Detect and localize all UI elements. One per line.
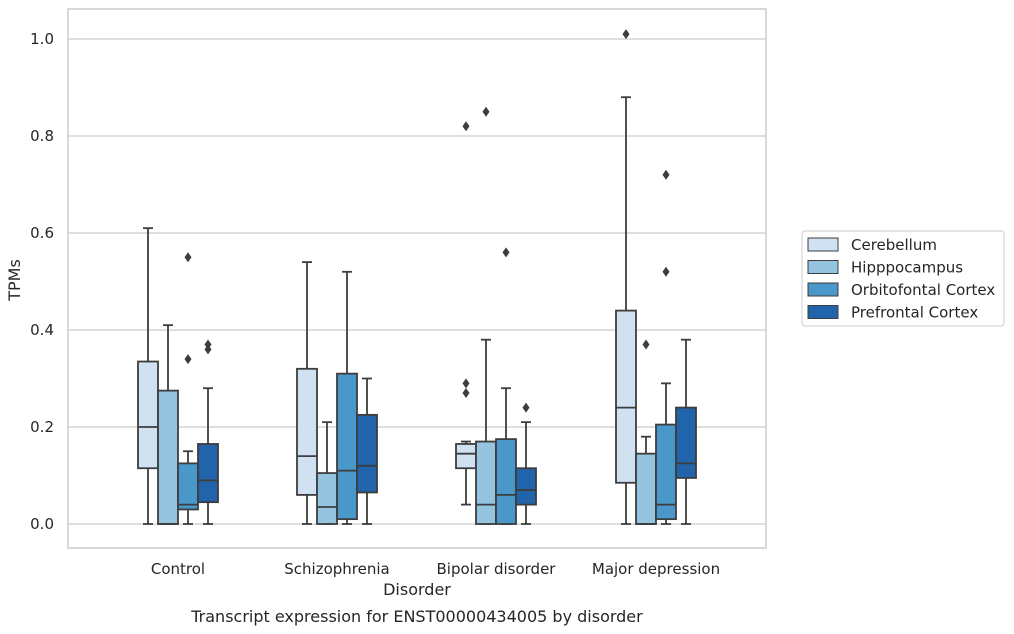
outlier-marker	[462, 388, 470, 399]
box-iqr	[197, 443, 219, 504]
outlier-marker	[502, 247, 510, 258]
box-iqr	[675, 406, 697, 479]
outlier-marker	[462, 121, 470, 132]
legend-label: Prefrontal Cortex	[851, 304, 978, 322]
box-hipppocampus-bipolar-disorder	[475, 106, 497, 525]
x-tick-label: Control	[151, 560, 205, 578]
box-iqr	[336, 372, 358, 521]
box-orbitofontal-cortex-major-depression	[655, 169, 677, 525]
box-prefrontal-cortex-schizophrenia	[356, 377, 378, 525]
box-iqr	[177, 462, 199, 511]
legend-label: Orbitofontal Cortex	[851, 281, 995, 299]
box-iqr	[157, 389, 179, 525]
legend-label: Hipppocampus	[851, 259, 963, 277]
box-iqr	[615, 309, 637, 484]
chart-caption: Transcript expression for ENST0000043400…	[190, 607, 643, 626]
box-orbitofontal-cortex-schizophrenia	[336, 270, 358, 525]
y-tick-label: 1.0	[30, 30, 54, 48]
box-iqr	[316, 472, 338, 525]
box-iqr	[475, 440, 497, 525]
outlier-marker	[662, 169, 670, 180]
box-cerebellum-major-depression	[615, 29, 637, 525]
outlier-marker	[522, 402, 530, 413]
y-ticks: 0.0 0.2 0.4 0.6 0.8 1.0	[30, 30, 54, 533]
outlier-marker	[184, 252, 192, 263]
x-tick-label: Major depression	[592, 560, 720, 578]
box-prefrontal-cortex-control	[197, 339, 219, 525]
y-tick-label: 0.0	[30, 515, 54, 533]
legend-swatch	[807, 260, 839, 274]
box-prefrontal-cortex-bipolar-disorder	[515, 402, 537, 525]
outlier-marker	[622, 29, 630, 40]
legend-swatch	[807, 305, 839, 319]
y-tick-label: 0.6	[30, 224, 54, 242]
outlier-marker	[462, 378, 470, 389]
outlier-marker	[204, 339, 212, 350]
x-tick-label: Schizophrenia	[284, 560, 389, 578]
box-hipppocampus-major-depression	[635, 339, 657, 525]
box-prefrontal-cortex-major-depression	[675, 338, 697, 525]
box-iqr	[296, 367, 318, 496]
box-iqr	[495, 438, 517, 525]
outlier-marker	[642, 339, 650, 350]
box-orbitofontal-cortex-control	[177, 252, 199, 525]
box-cerebellum-schizophrenia	[296, 261, 318, 525]
legend-swatch	[807, 282, 839, 297]
box-cerebellum-bipolar-disorder	[455, 121, 477, 506]
legend-frame	[801, 230, 1005, 327]
box-iqr	[356, 413, 378, 494]
box-hipppocampus-control	[157, 324, 179, 525]
outlier-marker	[184, 354, 192, 365]
y-axis-label: TPMs	[5, 259, 24, 302]
box-iqr	[635, 452, 657, 525]
outlier-marker	[662, 266, 670, 277]
outlier-marker	[482, 106, 490, 117]
box-plots	[137, 29, 697, 525]
legend: Cerebellum Hipppocampus Orbitofontal Corte…	[801, 230, 1005, 327]
x-tick-label: Bipolar disorder	[437, 560, 557, 578]
y-tick-label: 0.2	[30, 418, 54, 436]
legend-swatch	[807, 237, 839, 252]
legend-label: Cerebellum	[851, 236, 937, 254]
box-iqr	[455, 443, 477, 470]
box-iqr	[515, 467, 537, 506]
box-iqr	[137, 360, 159, 470]
y-tick-label: 0.8	[30, 127, 54, 145]
x-axis-label: Disorder	[383, 580, 451, 599]
y-tick-label: 0.4	[30, 321, 54, 339]
x-ticks: Control Schizophrenia Bipolar disorder Majo…	[151, 560, 720, 578]
